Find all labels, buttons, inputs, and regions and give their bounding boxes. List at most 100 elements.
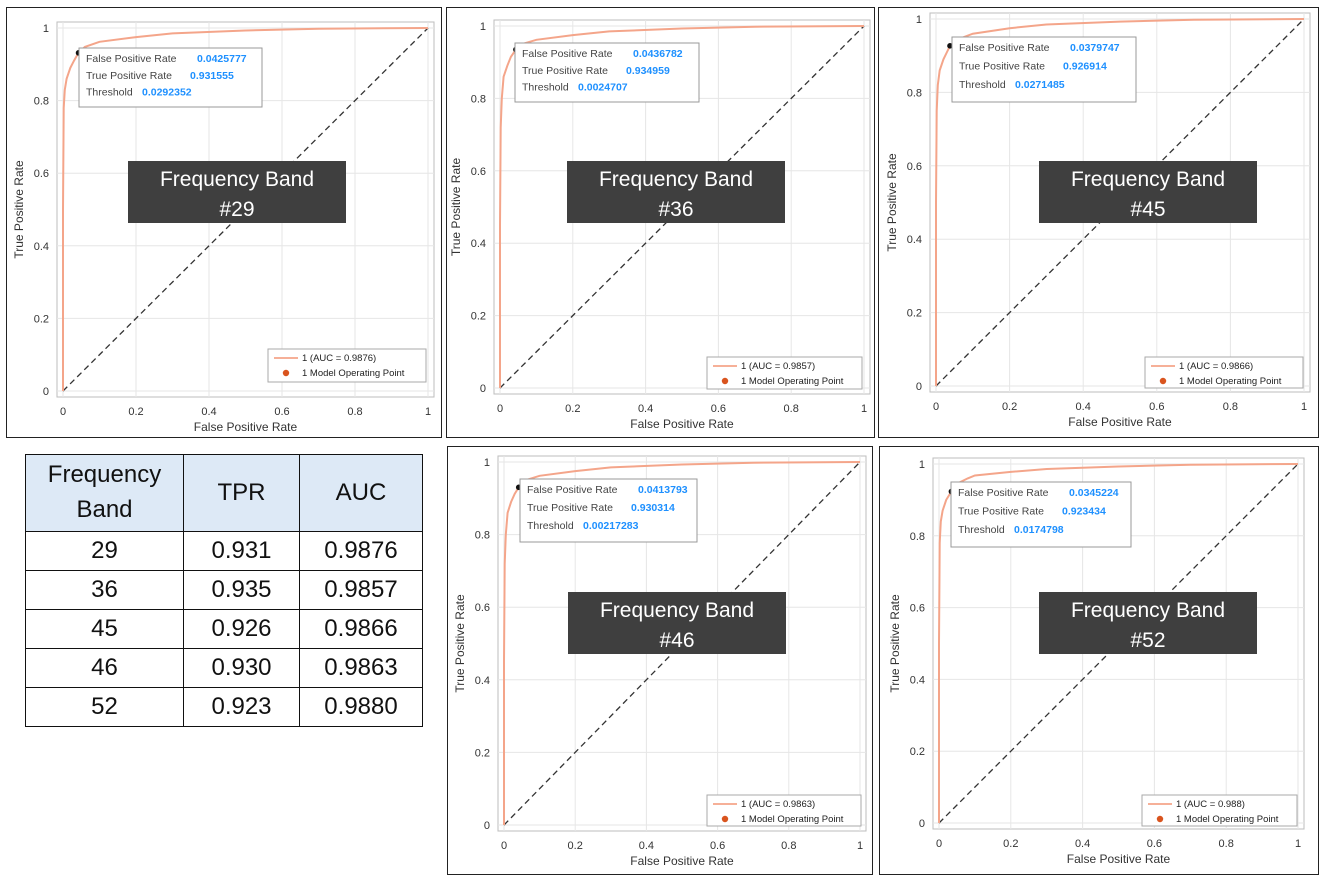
x-tick-label: 0.6	[710, 840, 725, 852]
datatip-label: True Positive Rate	[86, 70, 172, 82]
datatip-value: 0.0024707	[578, 82, 628, 94]
badge-title: Frequency Band	[600, 599, 754, 622]
chance-diagonal-line	[62, 27, 429, 392]
roc-panel-band-36: 0 0 0.2 0.2 0.4 0.4 0.6 0.6 0.8 0.8 1 1 False Positi…	[446, 7, 875, 438]
datatip-label: False Positive Rate	[527, 484, 618, 496]
plot-area	[929, 12, 1311, 393]
x-tick-label: 1	[425, 406, 431, 418]
badge-background	[1039, 161, 1257, 223]
roc-panel-band-29: 0 0 0.2 0.2 0.4 0.4 0.6 0.6 0.8 0.8 1 1 False Positi…	[6, 7, 442, 438]
datatip-box	[950, 481, 1132, 548]
roc-chart-band-52: 00 0.2 0.2 0.4 0.4 0.6 0.6 0.8 0.8 1 1 False Positi…	[888, 457, 1305, 866]
x-tick-label: 1	[1295, 838, 1301, 850]
legend-point-label: 1 Model Operating Point	[302, 368, 405, 379]
legend-box	[1141, 794, 1298, 827]
legend-point-label: 1 Model Operating Point	[1176, 814, 1279, 825]
legend: 1 (AUC = 0.9857) 1 Model Operating Point	[706, 356, 863, 390]
y-tick-label: 0	[480, 383, 486, 395]
x-tick-label: 0	[501, 840, 507, 852]
legend-point-swatch	[721, 815, 729, 823]
datatip-label: Threshold	[958, 524, 1005, 536]
x-tick-label: 0.2	[1002, 401, 1017, 413]
datatip: False Positive Rate 0.0413793 True Positiv…	[519, 478, 698, 543]
legend: 1 (AUC = 0.988) 1 Model Operating Point	[1141, 794, 1298, 827]
cell-band: 29	[25, 531, 184, 571]
y-tick-label: 0	[919, 818, 925, 830]
x-tick-label: 0	[60, 406, 66, 418]
frequency-band-badge: Frequency Band #46	[568, 592, 786, 654]
frequency-band-badge: Frequency Band #29	[128, 161, 346, 223]
y-tick-label: 0.2	[907, 308, 922, 320]
y-tick-label: 0.6	[475, 602, 490, 614]
y-tick-label: 0.8	[471, 93, 486, 105]
y-axis-label: True Positive Rate	[453, 594, 467, 693]
y-tick-label: 0.8	[907, 87, 922, 99]
legend-curve-label: 1 (AUC = 0.9876)	[302, 353, 376, 364]
datatip-label: False Positive Rate	[959, 42, 1050, 54]
x-tick-label: 0.4	[1076, 401, 1091, 413]
datatip-value: 0.934959	[626, 65, 670, 77]
legend: 1 (AUC = 0.9866) 1 Model Operating Point	[1144, 356, 1304, 389]
chance-diagonal-line	[499, 25, 865, 389]
legend-point-swatch	[1156, 815, 1164, 823]
cell-band: 45	[25, 609, 184, 649]
legend-point-label: 1 Model Operating Point	[741, 814, 844, 825]
table-row: 52 0.923 0.9880	[25, 687, 423, 727]
roc-panel-band-52: 0 0 0.2 0.2 0.4 0.4 0.6 0.6 0.8 0.8 1 1 False Positi…	[879, 446, 1319, 875]
header-frequency-band: Frequency Band	[25, 454, 184, 532]
summary-table: Frequency Band TPR AUC 29 0.931 0.9876 3…	[25, 454, 423, 727]
legend-curve-label: 1 (AUC = 0.9863)	[741, 799, 815, 810]
roc-panel-band-46: 0 0 0.2 0.2 0.4 0.4 0.6 0.6 0.8 0.8 1 1 False Positi…	[447, 446, 873, 875]
datatip-value: 0.00217283	[583, 520, 639, 532]
y-tick-label: 0.4	[34, 241, 49, 253]
x-tick-label: 0.8	[1223, 401, 1238, 413]
y-tick-label: 0	[43, 386, 49, 398]
table-header-row: Frequency Band TPR AUC	[25, 454, 423, 532]
y-tick-label: 0	[916, 381, 922, 393]
roc-chart-band-36: 00 0.2 0.2 0.4 0.4 0.6 0.6 0.8 0.8 1 1 False Positi…	[449, 19, 871, 431]
datatip-label: Threshold	[527, 520, 574, 532]
x-tick-label: 1	[861, 403, 867, 415]
plot-area	[932, 457, 1305, 830]
x-tick-label: 0.2	[565, 403, 580, 415]
cell-tpr: 0.923	[183, 687, 300, 727]
cell-auc: 0.9880	[299, 687, 423, 727]
badge-band-number: #52	[1130, 629, 1165, 652]
datatip-label: True Positive Rate	[958, 506, 1044, 518]
x-axis-label: False Positive Rate	[630, 417, 734, 431]
table-row: 46 0.930 0.9863	[25, 648, 423, 688]
datatip: False Positive Rate 0.0425777 True Positiv…	[78, 47, 263, 108]
y-axis-label: True Positive Rate	[12, 160, 26, 259]
cell-auc: 0.9866	[299, 609, 423, 649]
datatip-box	[951, 36, 1137, 103]
cell-tpr: 0.930	[183, 648, 300, 688]
legend-point-swatch	[1159, 377, 1167, 385]
y-tick-label: 0.6	[907, 161, 922, 173]
y-tick-label: 0.2	[910, 746, 925, 758]
cell-tpr: 0.935	[183, 570, 300, 610]
roc-chart-band-45: 00 0.2 0.2 0.4 0.4 0.6 0.6 0.8 0.8 1 1 False Positi…	[885, 12, 1311, 429]
x-tick-label: 0.4	[1075, 838, 1090, 850]
datatip-value: 0.0413793	[638, 484, 688, 496]
x-tick-label: 0	[936, 838, 942, 850]
datatip-label: False Positive Rate	[522, 48, 613, 60]
datatip-value: 0.0271485	[1015, 79, 1065, 91]
cell-auc: 0.9857	[299, 570, 423, 610]
datatip-value: 0.923434	[1062, 506, 1106, 518]
legend-curve-label: 1 (AUC = 0.988)	[1176, 799, 1245, 810]
datatip-label: Threshold	[959, 79, 1006, 91]
datatip-label: True Positive Rate	[527, 502, 613, 514]
badge-title: Frequency Band	[1071, 599, 1225, 622]
cell-band: 52	[25, 687, 184, 727]
x-tick-label: 0	[933, 401, 939, 413]
table-row: 45 0.926 0.9866	[25, 609, 423, 649]
badge-background	[128, 161, 346, 223]
datatip-value: 0.0174798	[1014, 524, 1064, 536]
x-axis-label: False Positive Rate	[1067, 852, 1171, 866]
cell-band: 36	[25, 570, 184, 610]
datatip-value: 0.0345224	[1069, 487, 1119, 499]
legend-point-swatch	[282, 369, 290, 377]
datatip-label: False Positive Rate	[958, 487, 1049, 499]
table-row: 36 0.935 0.9857	[25, 570, 423, 610]
chance-diagonal-line	[935, 18, 1305, 387]
